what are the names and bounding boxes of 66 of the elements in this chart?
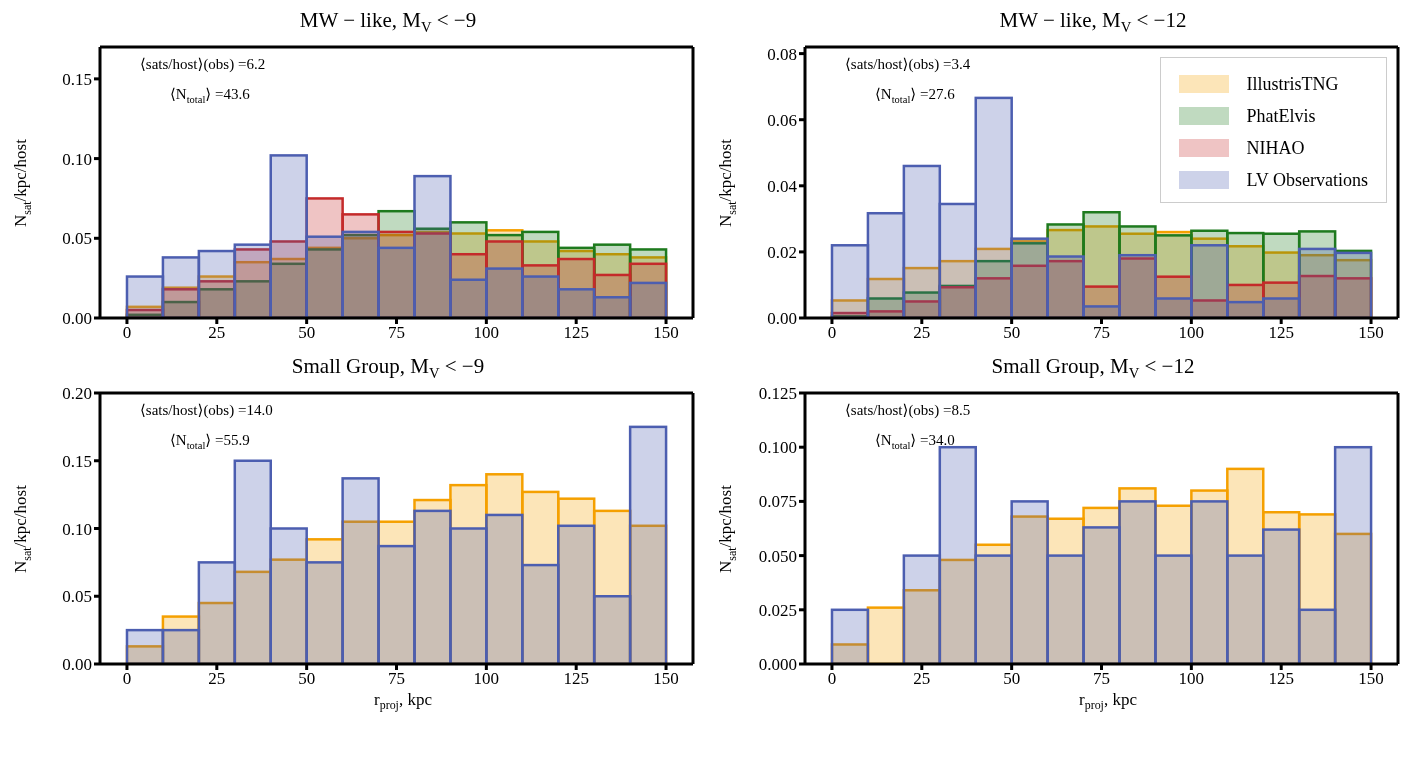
x-tick-label: 75 — [1093, 669, 1110, 689]
y-tick-label: 0.075 — [758, 492, 797, 512]
y-tick-label: 0.00 — [62, 655, 92, 675]
y-tick-label: 0.125 — [758, 384, 797, 404]
x-tick-label: 125 — [1268, 323, 1294, 343]
annotation: ⟨N$_{total}$⟩ =43.6 — [170, 86, 250, 105]
x-tick-label: 100 — [1178, 323, 1205, 343]
x-tick-label: 25 — [208, 669, 226, 689]
x-tick-label: 0 — [827, 669, 837, 689]
chart-title: Small Group, M$_{V}$ < −9 — [291, 354, 485, 382]
y-tick-label: 0.000 — [758, 655, 797, 675]
y-tick-label: 0.20 — [62, 384, 92, 404]
chart-title: Small Group, M$_{V}$ < −12 — [991, 354, 1195, 382]
legend-label: LV Observations — [1246, 169, 1368, 191]
annotation: ⟨sats/host⟩(obs) =6.2 — [140, 56, 266, 72]
x-tick-label: 75 — [1093, 323, 1110, 343]
x-tick-label: 75 — [388, 323, 405, 343]
x-tick-label: 50 — [1003, 323, 1021, 343]
legend-label: NIHAO — [1246, 137, 1305, 159]
x-tick-label: 100 — [473, 323, 500, 343]
x-axis-title: r$_{proj}$, kpc — [1079, 690, 1137, 713]
x-tick-label: 0 — [827, 323, 837, 343]
annotation: ⟨sats/host⟩(obs) =8.5 — [845, 402, 971, 418]
y-tick-label: 0.025 — [758, 600, 797, 620]
y-tick-label: 0.15 — [62, 451, 92, 471]
y-tick-label: 0.10 — [62, 519, 92, 539]
x-tick-label: 150 — [1358, 323, 1384, 343]
x-tick-label: 125 — [1268, 669, 1294, 689]
y-tick-label: 0.04 — [767, 176, 798, 196]
annotation: ⟨N$_{total}$⟩ =34.0 — [875, 432, 955, 451]
y-tick-label: 0.050 — [758, 546, 797, 566]
x-tick-label: 50 — [298, 669, 316, 689]
x-tick-label: 150 — [653, 323, 679, 343]
chart-title: MW − like, M$_{V}$ < −9 — [299, 8, 477, 36]
legend-label: PhatElvis — [1246, 105, 1316, 127]
x-tick-label: 100 — [1178, 669, 1205, 689]
legend-label: IllustrisTNG — [1246, 73, 1339, 95]
y-tick-label: 0.10 — [62, 149, 92, 169]
x-axis-title: r$_{proj}$, kpc — [374, 690, 432, 713]
y-tick-label: 0.08 — [767, 44, 797, 64]
x-tick-label: 0 — [122, 323, 132, 343]
y-tick-label: 0.00 — [62, 309, 92, 329]
y-tick-label: 0.00 — [767, 309, 797, 329]
x-tick-label: 50 — [298, 323, 316, 343]
x-tick-label: 25 — [913, 323, 931, 343]
x-tick-label: 50 — [1003, 669, 1021, 689]
x-tick-label: 150 — [653, 669, 679, 689]
y-tick-label: 0.15 — [62, 69, 92, 89]
x-tick-label: 0 — [122, 669, 132, 689]
annotation: ⟨N$_{total}$⟩ =55.9 — [170, 432, 250, 451]
annotation: ⟨sats/host⟩(obs) =14.0 — [140, 402, 273, 418]
chart-title: MW − like, M$_{V}$ < −12 — [999, 8, 1187, 36]
y-tick-label: 0.02 — [767, 242, 797, 262]
y-tick-label: 0.05 — [62, 229, 92, 249]
annotation: ⟨N$_{total}$⟩ =27.6 — [875, 86, 955, 105]
y-tick-label: 0.06 — [767, 110, 797, 130]
y-tick-label: 0.100 — [758, 438, 797, 458]
x-tick-label: 100 — [473, 669, 500, 689]
x-tick-label: 75 — [388, 669, 405, 689]
x-tick-label: 150 — [1358, 669, 1384, 689]
x-tick-label: 125 — [563, 323, 589, 343]
annotation: ⟨sats/host⟩(obs) =3.4 — [845, 56, 971, 72]
x-tick-label: 25 — [208, 323, 226, 343]
x-tick-label: 125 — [563, 669, 589, 689]
y-tick-label: 0.05 — [62, 587, 92, 607]
x-tick-label: 25 — [913, 669, 931, 689]
